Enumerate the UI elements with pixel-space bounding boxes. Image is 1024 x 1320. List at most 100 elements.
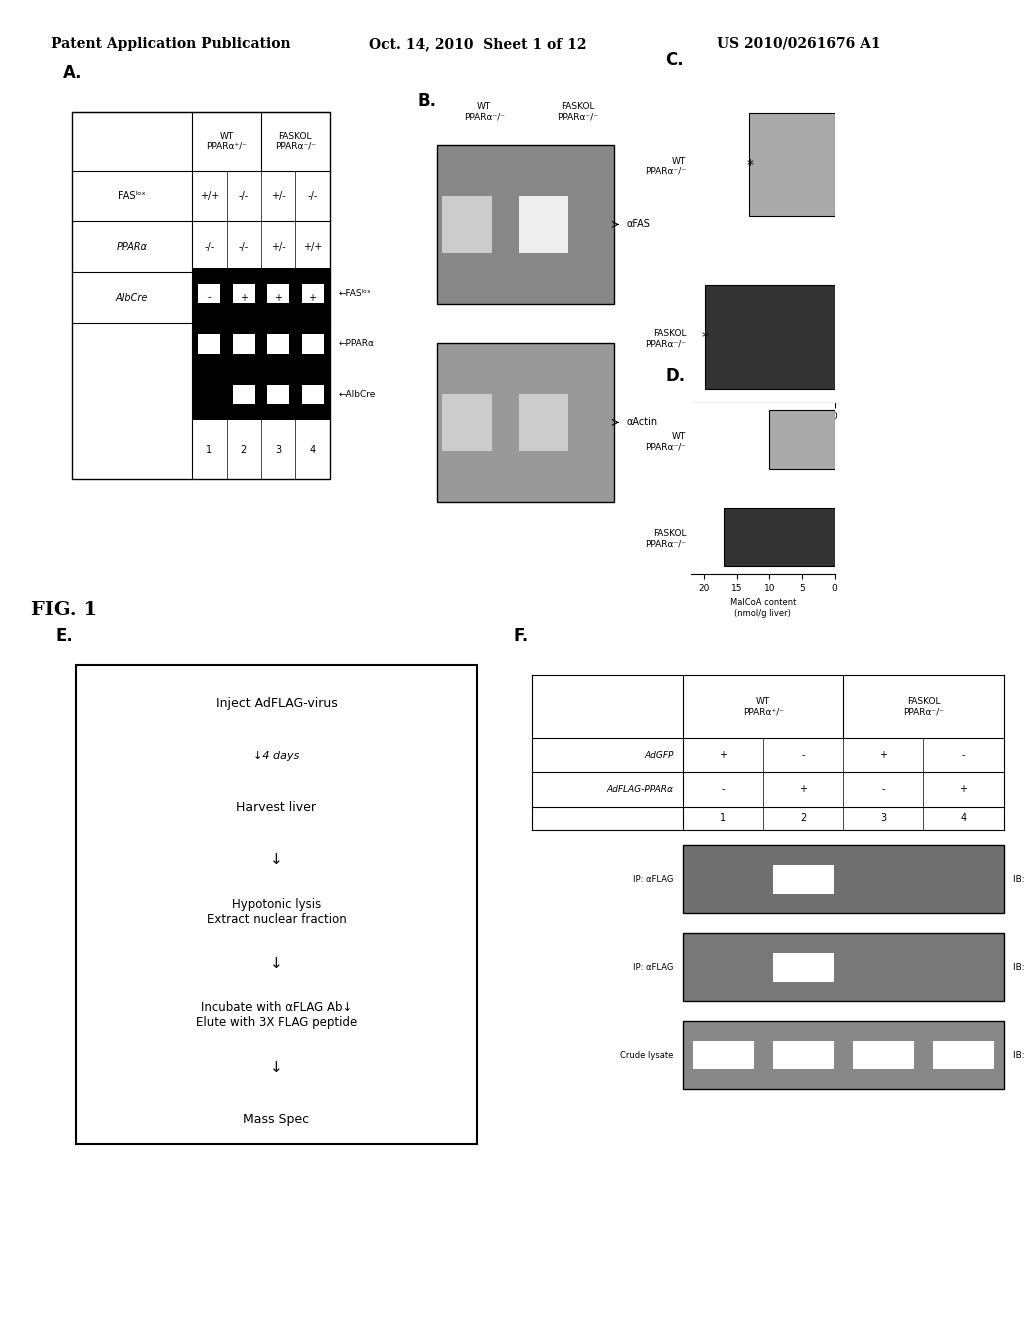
- Bar: [437, 145, 614, 304]
- Text: Incubate with αFLAG Ab↓
Elute with 3X FLAG peptide: Incubate with αFLAG Ab↓ Elute with 3X FL…: [196, 1002, 357, 1030]
- Text: D.: D.: [666, 367, 685, 385]
- Text: Harvest liver: Harvest liver: [237, 801, 316, 814]
- Text: Hypotonic lysis
Extract nuclear fraction: Hypotonic lysis Extract nuclear fraction: [207, 898, 346, 925]
- Text: IB: αActin: IB: αActin: [1013, 1051, 1024, 1060]
- Text: -: -: [962, 750, 966, 760]
- Text: 1: 1: [206, 445, 212, 454]
- Bar: [773, 1040, 834, 1069]
- Bar: [437, 343, 614, 502]
- Text: AdFLAG-PPARα: AdFLAG-PPARα: [607, 785, 674, 793]
- Bar: [683, 933, 1004, 1002]
- Bar: [267, 284, 289, 302]
- Text: +: +: [719, 750, 727, 760]
- Bar: [693, 1040, 754, 1069]
- Text: F.: F.: [514, 627, 528, 645]
- Text: AdGFP: AdGFP: [644, 751, 674, 760]
- Text: IB: αPPARα: IB: αPPARα: [1013, 962, 1024, 972]
- Text: +: +: [959, 784, 968, 795]
- Bar: [853, 1040, 913, 1069]
- Text: Oct. 14, 2010  Sheet 1 of 12: Oct. 14, 2010 Sheet 1 of 12: [369, 37, 586, 51]
- Text: +: +: [308, 293, 316, 302]
- Text: +/-: +/-: [270, 191, 286, 201]
- Text: +/-: +/-: [270, 242, 286, 252]
- Text: FIG. 1: FIG. 1: [31, 601, 97, 619]
- Bar: [232, 284, 255, 302]
- Text: AlbCre: AlbCre: [116, 293, 148, 302]
- Text: PPARα: PPARα: [117, 242, 147, 252]
- Text: E.: E.: [55, 627, 73, 645]
- Text: -: -: [722, 784, 725, 795]
- Text: -: -: [208, 293, 211, 302]
- Text: FASKOL
PPARα⁻/⁻: FASKOL PPARα⁻/⁻: [557, 102, 598, 121]
- Bar: [683, 845, 1004, 913]
- Text: 3: 3: [881, 813, 887, 824]
- Text: Patent Application Publication: Patent Application Publication: [51, 37, 291, 51]
- Text: +/+: +/+: [200, 191, 219, 201]
- X-axis label: FAS activity
(nmol NADPH
oxidized/min/g liver): FAS activity (nmol NADPH oxidized/min/g …: [720, 426, 806, 457]
- Text: -/-: -/-: [239, 242, 249, 252]
- Text: *: *: [702, 330, 709, 345]
- Text: US 2010/0261676 A1: US 2010/0261676 A1: [717, 37, 881, 51]
- Bar: [442, 393, 492, 451]
- Bar: [442, 195, 492, 253]
- Text: +: +: [240, 293, 248, 302]
- Text: ←FASˡᵒˣ: ←FASˡᵒˣ: [338, 289, 372, 298]
- Bar: [705, 285, 835, 389]
- Text: -: -: [882, 784, 885, 795]
- Text: 4: 4: [961, 813, 967, 824]
- Text: FASKOL
PPARα⁻/⁻: FASKOL PPARα⁻/⁻: [903, 697, 944, 715]
- Text: 2: 2: [241, 445, 247, 454]
- Text: αActin: αActin: [627, 417, 657, 428]
- Bar: [301, 284, 324, 302]
- Text: 1: 1: [720, 813, 726, 824]
- Text: C.: C.: [666, 50, 684, 69]
- Text: +: +: [274, 293, 283, 302]
- Text: ↓: ↓: [270, 1060, 283, 1074]
- Text: ←PPARα: ←PPARα: [338, 339, 375, 348]
- Text: A.: A.: [63, 65, 83, 82]
- Text: +/+: +/+: [303, 242, 323, 252]
- Bar: [232, 385, 255, 404]
- Bar: [518, 195, 567, 253]
- Text: WT
PPARα⁺/⁻: WT PPARα⁺/⁻: [742, 697, 783, 715]
- Text: IB: αFLAG: IB: αFLAG: [1013, 875, 1024, 884]
- Text: -/-: -/-: [239, 191, 249, 201]
- Bar: [193, 318, 330, 370]
- Text: ↓: ↓: [270, 853, 283, 867]
- Bar: [232, 334, 255, 354]
- Bar: [199, 284, 220, 302]
- Bar: [301, 385, 324, 404]
- Text: WT
PPARα⁻/⁻: WT PPARα⁻/⁻: [464, 102, 505, 121]
- Text: FASKOL
PPARα⁻/⁻: FASKOL PPARα⁻/⁻: [274, 132, 315, 150]
- Text: FASˡᵒˣ: FASˡᵒˣ: [118, 191, 145, 201]
- Bar: [518, 393, 567, 451]
- Text: ←AlbCre: ←AlbCre: [338, 391, 376, 399]
- Bar: [267, 385, 289, 404]
- Bar: [773, 865, 834, 894]
- Text: -/-: -/-: [307, 191, 317, 201]
- Text: Crude lysate: Crude lysate: [621, 1051, 674, 1060]
- Text: 3: 3: [275, 445, 282, 454]
- Text: -/-: -/-: [204, 242, 214, 252]
- Bar: [199, 334, 220, 354]
- Text: Inject AdFLAG-virus: Inject AdFLAG-virus: [216, 697, 337, 710]
- Bar: [683, 1020, 1004, 1089]
- Text: +: +: [800, 784, 807, 795]
- Bar: [193, 268, 330, 318]
- Bar: [301, 334, 324, 354]
- Bar: [750, 112, 835, 216]
- Text: IP: αFLAG: IP: αFLAG: [634, 962, 674, 972]
- Text: 4: 4: [309, 445, 315, 454]
- Text: Mass Spec: Mass Spec: [244, 1113, 309, 1126]
- Bar: [193, 370, 330, 420]
- Text: +: +: [880, 750, 888, 760]
- Bar: [724, 508, 835, 566]
- Text: 2: 2: [800, 813, 807, 824]
- X-axis label: MalCoA content
(nmol/g liver): MalCoA content (nmol/g liver): [730, 598, 796, 618]
- Text: -: -: [802, 750, 805, 760]
- Text: IP: αFLAG: IP: αFLAG: [634, 875, 674, 884]
- Bar: [773, 953, 834, 982]
- Bar: [267, 334, 289, 354]
- Text: αFAS: αFAS: [627, 219, 650, 230]
- Bar: [72, 112, 330, 479]
